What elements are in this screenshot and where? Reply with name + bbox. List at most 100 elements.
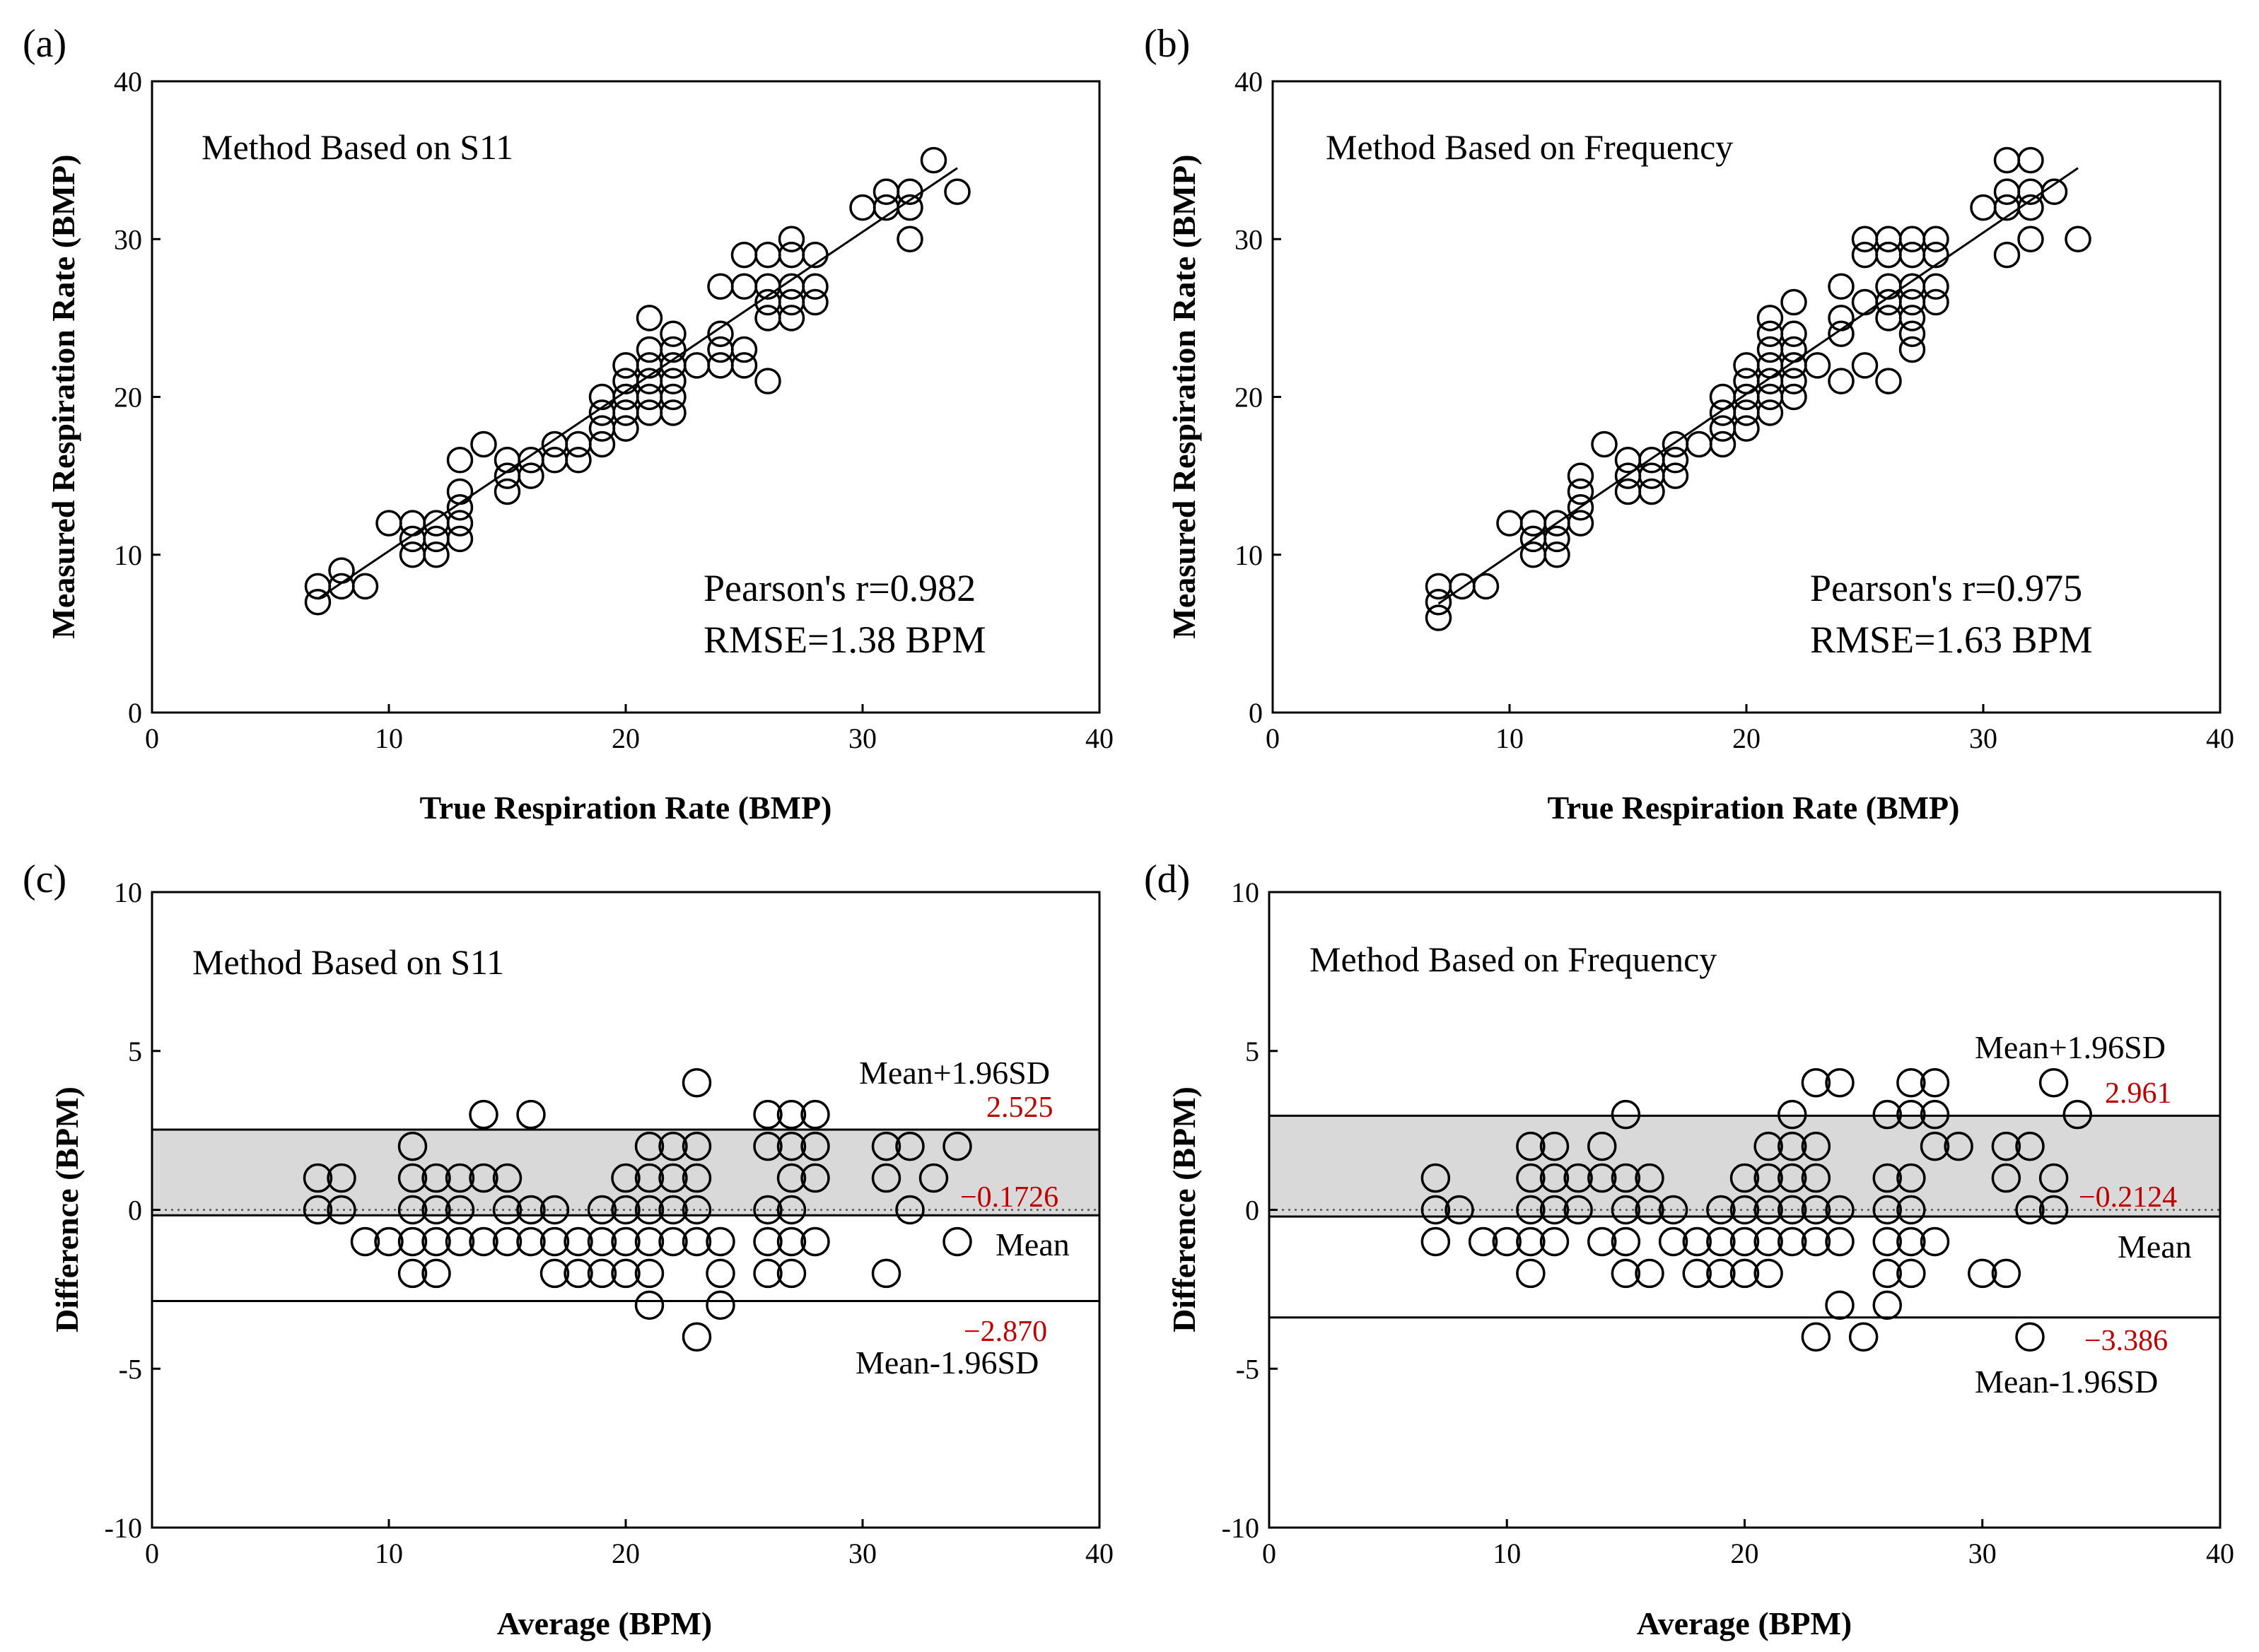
data-point [942,1131,972,1161]
data-point [327,1195,356,1225]
data-point [1825,1226,1855,1257]
data-point [2017,146,2044,174]
panel-label: (c) [23,857,66,901]
data-point [1733,415,1760,442]
data-point [634,1258,665,1289]
data-point [1898,320,1926,347]
data-point [658,1131,688,1161]
x-tick-label: 10 [1495,722,1524,754]
data-point [516,1099,546,1130]
data-point [1658,1195,1688,1225]
data-point [611,1163,641,1193]
data-point [2038,1163,2069,1193]
data-point [1543,525,1570,553]
data-point [1828,305,1855,332]
data-point [1756,305,1784,332]
y-axis-title: Measured Respiration Rate (BMP) [1166,154,1202,638]
data-point [1825,1290,1855,1320]
y-tick-label: 40 [1234,66,1263,98]
mean-value: −0.2124 [2079,1181,2177,1214]
data-point [587,1226,617,1257]
data-point [351,573,379,600]
data-point [303,1195,333,1225]
panel-a: (a) 0 10 20 30 40 0 10 20 30 40 Method Based on S… [23,22,1114,826]
lower-loa-value: −3.386 [2084,1325,2168,1357]
data-point [1539,1163,1570,1193]
x-tick-label: 30 [848,722,877,754]
data-point [397,1131,428,1161]
data-point [1993,241,2021,269]
data-point [397,1195,428,1225]
data-point [1753,1226,1783,1257]
data-point [658,1163,688,1193]
data-point [1753,1195,1783,1225]
x-tick-label: 40 [1085,1537,1114,1569]
lower-loa-label: Mean-1.96SD [856,1345,1039,1381]
x-tick-label: 30 [1968,1537,1997,1569]
data-point [1516,1163,1546,1193]
x-tick-label: 30 [1969,722,1997,754]
data-point [1828,273,1855,300]
data-point [730,352,758,379]
data-point [1425,588,1452,616]
data-point [469,1226,498,1257]
data-point [1516,1131,1546,1161]
data-point [1872,1195,1902,1225]
x-tick-label: 20 [1732,722,1761,754]
data-point [1611,1226,1641,1257]
data-point [658,1195,688,1225]
data-point [1539,1226,1570,1257]
data-point [1706,1258,1736,1289]
mean-value: −0.1726 [960,1181,1058,1214]
data-point [800,1163,830,1193]
data-point [1896,1163,1926,1193]
data-point [1682,1226,1712,1257]
data-point [802,288,829,316]
y-tick-label: 5 [1245,1036,1259,1067]
loa-band [1269,1115,2220,1217]
data-point [730,336,758,363]
data-point [587,1195,617,1225]
data-point [800,1131,830,1161]
data-point [802,241,829,269]
data-point [611,1258,641,1289]
data-point [446,525,474,553]
data-point [776,1163,807,1193]
y-tick-label: 10 [1231,877,1259,908]
data-point [1611,1163,1641,1193]
x-tick-label: 40 [2206,1537,2234,1569]
data-point [897,178,923,206]
data-point [421,1163,451,1193]
y-tick-label: 0 [1245,1195,1259,1226]
data-point [2015,1322,2045,1352]
data-point [1729,1226,1760,1257]
data-point [1780,368,1807,394]
pearson-label: Pearson's r=0.982 [704,567,976,609]
x-tick-label: 10 [1493,1537,1521,1569]
data-point [660,368,687,394]
data-point [1591,430,1618,458]
data-point [1472,573,1500,600]
data-point [445,1226,475,1257]
data-point [446,447,474,474]
data-point [1682,1258,1712,1289]
data-point [303,1163,333,1193]
data-point [1756,399,1784,426]
data-point [1635,1195,1664,1225]
data-point [1991,1163,2021,1193]
data-point [304,588,332,616]
upper-loa-label: Mean+1.96SD [859,1055,1050,1091]
data-point [1922,225,1949,252]
panel-c: (c) 0 10 20 30 40 -10 -5 0 5 10 Method Based on S… [23,857,1114,1641]
data-point [1780,320,1807,347]
data-point [1706,1195,1736,1225]
data-point [1851,352,1879,379]
data-point [1753,1258,1783,1289]
data-point [1848,1322,1879,1352]
y-tick-label: 40 [114,66,142,98]
x-tick-label: 0 [1262,1537,1276,1569]
x-tick-label: 20 [612,722,640,754]
y-tick-label: 30 [114,223,142,255]
data-point [1898,336,1926,363]
x-tick-label: 20 [1731,1537,1759,1569]
